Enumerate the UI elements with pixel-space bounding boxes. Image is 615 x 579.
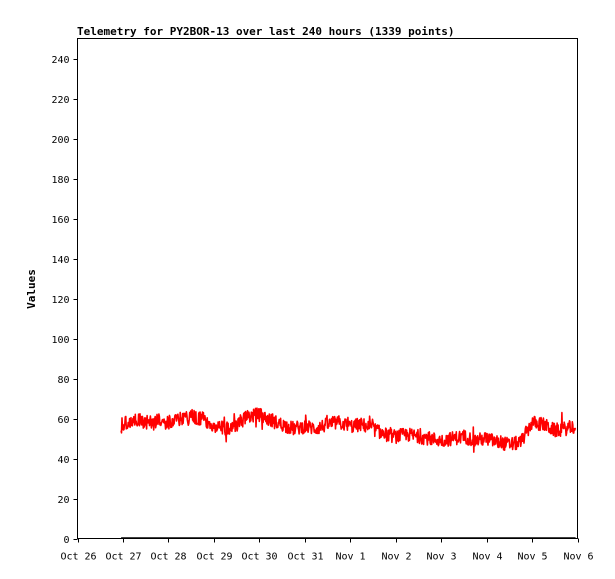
y-axis: 0 20 40 60 80 100 120 140 160 180 200 220 240 — [51, 55, 78, 546]
plot-area-frame — [77, 38, 578, 539]
x-tick-label: Nov 4 — [472, 552, 502, 563]
y-tick-label: 240 — [51, 55, 69, 66]
x-tick-label: Nov 1 — [335, 552, 365, 563]
y-tick-label: 140 — [51, 255, 69, 266]
x-tick-label: Oct 27 — [105, 552, 141, 563]
y-tick-label: 200 — [51, 135, 69, 146]
y-tick-label: 160 — [51, 215, 69, 226]
x-tick-label: Oct 29 — [196, 552, 232, 563]
y-tick-label: 60 — [57, 415, 69, 426]
y-tick-label: 220 — [51, 95, 69, 106]
y-tick-label: 180 — [51, 175, 69, 186]
y-tick-label: 120 — [51, 295, 69, 306]
x-tick-label: Oct 30 — [241, 552, 277, 563]
x-tick-label: Nov 5 — [517, 552, 547, 563]
y-tick-label: 40 — [57, 455, 69, 466]
y-tick-label: 20 — [57, 495, 69, 506]
x-tick-label: Nov 3 — [426, 552, 456, 563]
y-tick-label: 80 — [57, 375, 69, 386]
x-tick-label: Oct 28 — [150, 552, 186, 563]
series-line — [120, 407, 577, 453]
x-tick-label: Nov 2 — [381, 552, 411, 563]
series-layer — [120, 407, 577, 539]
y-axis-label: Values — [25, 269, 38, 309]
y-tick-label: 0 — [63, 535, 69, 546]
x-axis: Oct 26 Oct 27 Oct 28 Oct 29 Oct 30 Oct 31 Nov … — [60, 538, 594, 563]
x-tick-label: Oct 31 — [287, 552, 323, 563]
x-tick-label: Oct 26 — [60, 552, 96, 563]
x-tick-label: Nov 6 — [563, 552, 593, 563]
chart-title: Telemetry for PY2BOR-13 over last 240 ho… — [77, 25, 455, 38]
y-tick-label: 100 — [51, 335, 69, 346]
